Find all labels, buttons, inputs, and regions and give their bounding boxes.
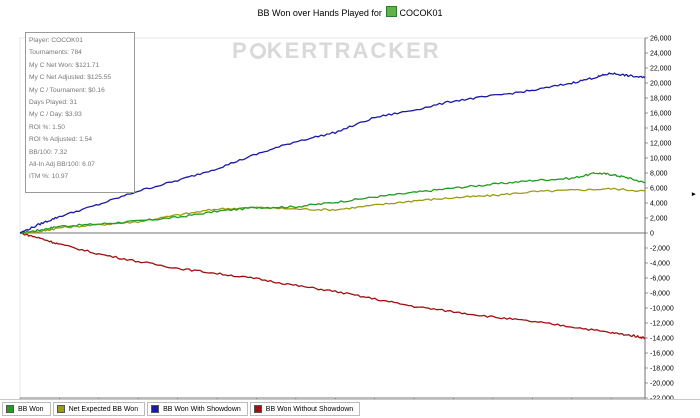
stat-line: My C / Day: $3.93 xyxy=(29,111,82,119)
stat-line: Days Played: 31 xyxy=(29,98,78,106)
series-line-bb-won-without-showdown xyxy=(19,232,646,340)
y-tick-label: 2,000 xyxy=(650,216,668,223)
y-tick-label: -6,000 xyxy=(650,276,670,283)
legend-label: BB Won xyxy=(18,405,44,413)
legend-item[interactable]: BB Won xyxy=(2,402,51,416)
y-tick-label: -20,000 xyxy=(650,381,674,388)
y-tick-label: 0 xyxy=(650,231,654,238)
y-tick-label: -16,000 xyxy=(650,351,674,358)
series-line-bb-won xyxy=(19,172,646,234)
legend-item[interactable]: Net Expected BB Won xyxy=(52,402,146,416)
y-tick-label: 14,000 xyxy=(650,126,672,133)
pokertracker-watermark: P KERTRACKER xyxy=(232,38,441,63)
stat-line: Player: COCOK01 xyxy=(29,37,83,44)
y-tick-label: 4,000 xyxy=(650,201,668,208)
y-tick-label: -2,000 xyxy=(650,246,670,253)
legend-label: BB Won With Showdown xyxy=(163,405,241,413)
stat-line: My C / Tournament: $0.16 xyxy=(29,86,105,94)
chart-title-player: COCOK01 xyxy=(399,8,443,18)
y-tick-label: -22,000 xyxy=(650,396,674,400)
stat-line: My C Net Won: $121.71 xyxy=(29,61,100,69)
y-tick-label: 8,000 xyxy=(650,171,668,178)
y-tick-label: 18,000 xyxy=(650,96,672,103)
y-tick-label: 24,000 xyxy=(650,51,672,58)
stat-line: BB/100: 7.32 xyxy=(29,148,68,156)
y-tick-label: -18,000 xyxy=(650,366,674,373)
y-tick-label: -10,000 xyxy=(650,306,674,313)
y-tick-label: -14,000 xyxy=(650,336,674,343)
legend-swatch xyxy=(253,405,262,413)
y-tick-label: 10,000 xyxy=(650,156,672,163)
chart-legend: BB Won Net Expected BB Won BB Won With Sho… xyxy=(0,399,700,418)
y-tick-label: 20,000 xyxy=(650,81,672,88)
chart-title: BB Won over Hands Played for COCOK01 xyxy=(0,6,700,18)
player-stats-box: Player: COCOK01 Tournaments: 784 My C Net … xyxy=(25,32,135,193)
y-tick-label: -12,000 xyxy=(650,321,674,328)
y-tick-label: 16,000 xyxy=(650,111,672,118)
player-site-icon xyxy=(386,6,398,17)
stat-line: All-In Adj BB/100: 6.07 xyxy=(29,160,95,168)
y-tick-label: -4,000 xyxy=(650,261,670,268)
legend-label: Net Expected BB Won xyxy=(68,405,139,413)
legend-swatch xyxy=(151,405,160,413)
y-tick-label: 26,000 xyxy=(650,36,672,43)
stat-line: Tournaments: 784 xyxy=(29,49,82,57)
stat-line: ROI %: 1.50 xyxy=(29,123,65,131)
y-tick-label: 12,000 xyxy=(650,141,672,148)
y-tick-label: 22,000 xyxy=(650,66,672,73)
scroll-marker-icon: ▸ xyxy=(691,191,696,198)
series-line-bb-won-with-showdown xyxy=(19,72,646,234)
legend-item[interactable]: BB Won Without Showdown xyxy=(249,402,361,416)
stat-line: ROI % Adjusted: 1.54 xyxy=(29,136,93,144)
stat-line: My C Net Adjusted: $125.55 xyxy=(29,74,112,82)
legend-label: BB Won Without Showdown xyxy=(265,405,354,413)
legend-item[interactable]: BB Won With Showdown xyxy=(147,402,248,416)
chart-title-prefix: BB Won over Hands Played for xyxy=(257,8,382,18)
y-tick-label: 6,000 xyxy=(650,186,668,193)
legend-swatch xyxy=(6,405,14,413)
legend-swatch xyxy=(56,405,65,413)
series-line-net-expected-bb-won xyxy=(19,187,646,235)
stat-line: ITM %: 10.97 xyxy=(29,173,69,181)
y-tick-label: -8,000 xyxy=(650,291,670,298)
chart-canvas: 26,000 24,000 22,000 20,000 18,000 16,000 14,0… xyxy=(19,36,696,400)
